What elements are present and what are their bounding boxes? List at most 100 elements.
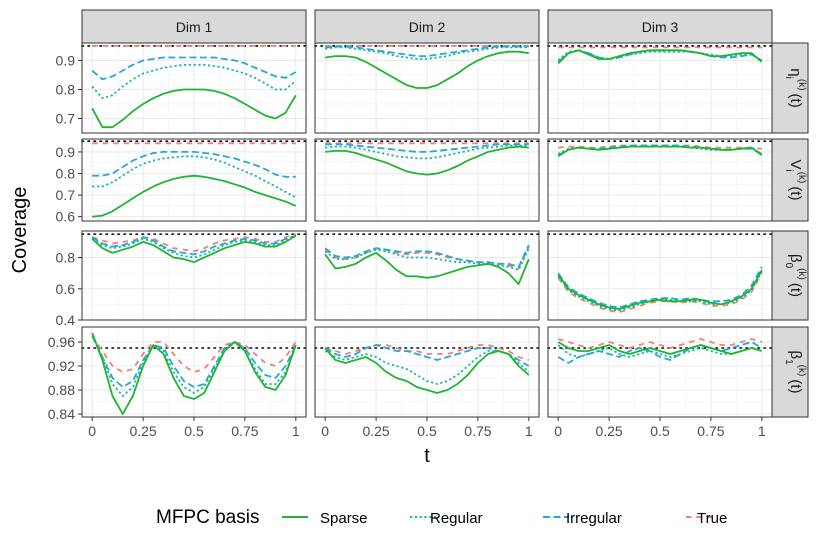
panel-border — [81, 138, 307, 222]
legend-label: Irregular — [566, 510, 622, 527]
panel-border — [547, 230, 773, 321]
series-line-sparse — [91, 234, 297, 264]
series-line-irregular — [325, 143, 529, 153]
row-label-sub: 0 — [783, 263, 794, 269]
legend-label: True — [697, 510, 727, 527]
series-line-sparse — [91, 332, 297, 415]
column-strip — [81, 9, 307, 44]
series-line-irregular — [557, 341, 763, 364]
series-line-irregular — [324, 344, 530, 367]
series-line-regular — [324, 247, 530, 271]
x-tick-label: 0 — [554, 423, 562, 439]
panel-border — [314, 42, 540, 134]
facet-panel — [81, 326, 307, 418]
series-line-sparse — [325, 50, 529, 89]
column-strip — [314, 9, 540, 44]
row-strip-label: Vi(k) (t) — [783, 159, 807, 200]
series-line-regular — [324, 350, 530, 385]
series-line-sparse — [324, 251, 530, 286]
series-line-true — [557, 338, 763, 349]
y-tick-label: 0.7 — [56, 187, 76, 203]
x-tick-label: 0.5 — [184, 423, 204, 439]
panel-border — [314, 138, 540, 222]
series-line-true — [558, 144, 762, 150]
y-tick-label: 0.6 — [56, 209, 76, 225]
facet-panel — [81, 42, 307, 134]
series-line-true — [557, 272, 763, 314]
x-tick-label: 1 — [525, 423, 533, 439]
series-line-irregular — [92, 150, 296, 178]
y-tick-label: 0.88 — [48, 382, 75, 398]
legend-label: Regular — [430, 510, 483, 527]
row-label-sub: i — [783, 169, 794, 171]
series-line-true — [91, 335, 297, 373]
series-line-irregular — [325, 45, 529, 57]
facet-panel — [547, 230, 773, 321]
series-line-true — [91, 233, 297, 253]
x-tick-label: 0.75 — [464, 423, 491, 439]
series-line-regular — [91, 335, 297, 397]
series-line-sparse — [92, 174, 297, 218]
column-strip-label: Dim 2 — [409, 19, 446, 35]
series-line-regular — [557, 49, 763, 62]
row-label-sub: i — [783, 77, 794, 79]
facet-panel — [547, 326, 773, 418]
series-line-irregular — [324, 244, 530, 268]
panel-border — [81, 230, 307, 321]
row-label-sup: (k) — [796, 79, 807, 91]
axes-layer: 0.7 0.8 0.9 0.6 0.7 0.8 0.9 0.4 0.6 0.8 0.84 0.88 0.… — [48, 52, 766, 439]
column-strip — [547, 9, 773, 44]
panel-border — [547, 138, 773, 222]
legend: MFPC basis Sparse Regular Irregular True — [156, 507, 727, 528]
x-tick-label: 0.5 — [417, 423, 437, 439]
series-line-regular — [325, 46, 529, 60]
y-tick-label: 0.92 — [48, 358, 75, 374]
x-tick-label: 0.25 — [595, 423, 622, 439]
x-tick-label: 0 — [321, 423, 329, 439]
column-strip-label: Dim 1 — [176, 19, 213, 35]
x-tick-label: 0.75 — [697, 423, 724, 439]
y-tick-label: 0.96 — [48, 334, 75, 350]
facet-panel — [314, 42, 540, 134]
y-tick-label: 0.8 — [56, 166, 76, 182]
series-line-true — [324, 246, 530, 270]
series-line-sparse — [325, 145, 529, 176]
y-tick-label: 0.6 — [56, 281, 76, 297]
row-strip — [771, 326, 809, 418]
row-strip-label: β1(k) (t) — [783, 350, 807, 393]
row-label-sup: (k) — [796, 365, 807, 377]
row-strip — [771, 42, 809, 134]
row-label-tail: (t) — [787, 186, 804, 200]
x-tick-label: 1 — [758, 423, 766, 439]
row-label-main: β — [787, 350, 804, 359]
facet-panel — [81, 230, 307, 321]
x-axis-label: t — [424, 445, 430, 467]
y-tick-label: 0.9 — [56, 52, 76, 68]
x-tick-label: 0 — [88, 423, 96, 439]
y-tick-label: 0.7 — [56, 110, 76, 126]
facet-panel — [547, 138, 773, 222]
series-line-sparse — [557, 341, 763, 355]
row-label-sub: 1 — [783, 359, 794, 365]
series-line-regular — [557, 271, 763, 312]
x-tick-label: 1 — [292, 423, 300, 439]
series-line-regular — [325, 144, 529, 160]
legend-label: Sparse — [320, 510, 368, 527]
row-label-main: η — [787, 68, 804, 76]
y-tick-label: 0.8 — [56, 81, 76, 97]
series-line-irregular — [91, 234, 297, 256]
facet-panel — [314, 326, 540, 418]
row-label-sup: (k) — [796, 268, 807, 280]
series-line-irregular — [91, 56, 297, 81]
y-axis-label: Coverage — [9, 187, 31, 274]
panels-layer: Dim 1 Dim 2 Dim 3ηi(k)(t)Vi(k)(t)β0(k)(t)β… — [81, 9, 809, 418]
series-line-irregular — [91, 335, 297, 388]
row-label-tail: (t) — [787, 94, 804, 108]
facet-panel — [81, 138, 307, 222]
y-tick-label: 0.4 — [56, 312, 76, 328]
y-tick-label: 0.8 — [56, 250, 76, 266]
row-label-main: V — [787, 159, 804, 169]
x-tick-label: 0.75 — [231, 423, 258, 439]
column-strip-label: Dim 3 — [642, 19, 679, 35]
series-line-sparse — [557, 49, 763, 64]
